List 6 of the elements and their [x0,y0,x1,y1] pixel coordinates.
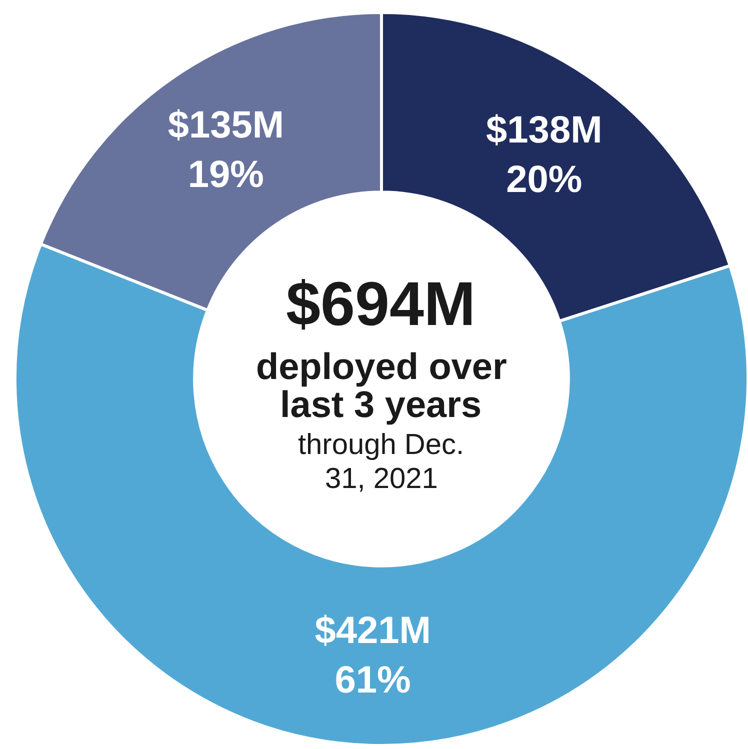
text: through Dec. 31, 2021 [298,429,464,495]
text: $694M [286,270,476,339]
text: deployed over last 3 years [256,346,507,425]
data-label: $135M 19% [168,104,284,196]
data-label: $421M 61% [314,610,431,702]
data-label: $138M 20% [486,109,602,201]
